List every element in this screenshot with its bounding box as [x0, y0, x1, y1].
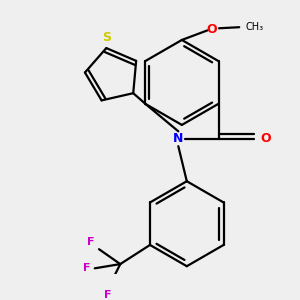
Text: O: O [206, 23, 217, 36]
Text: F: F [83, 263, 91, 273]
Text: O: O [260, 132, 271, 145]
Text: F: F [87, 237, 95, 247]
Text: N: N [173, 132, 184, 145]
Text: F: F [104, 290, 111, 300]
Text: S: S [102, 31, 111, 44]
Text: CH₃: CH₃ [246, 22, 264, 32]
